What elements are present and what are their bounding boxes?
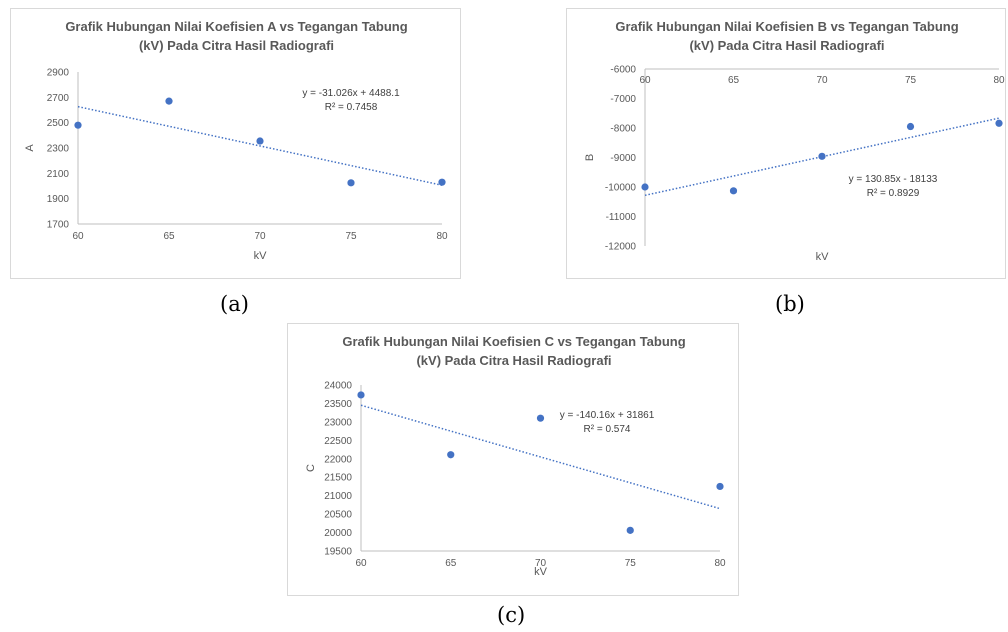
y-tick-label: 20000 bbox=[324, 528, 352, 539]
trendline-equation: y = 130.85x - 18133 bbox=[849, 174, 938, 185]
y-tick-label: -12000 bbox=[605, 242, 637, 253]
chart-title-line: (kV) Pada Citra Hasil Radiografi bbox=[139, 38, 334, 53]
x-axis-label: kV bbox=[816, 251, 830, 263]
data-point bbox=[906, 122, 915, 131]
chart-c-svg: Grafik Hubungan Nilai Koefisien C vs Teg… bbox=[305, 334, 726, 578]
y-axis-label: A bbox=[24, 144, 36, 152]
data-point bbox=[626, 526, 634, 534]
x-axis-label: kV bbox=[254, 250, 268, 262]
data-point bbox=[165, 97, 173, 105]
x-tick-label: 75 bbox=[625, 558, 637, 569]
data-point bbox=[256, 137, 264, 145]
chart-title-line: (kV) Pada Citra Hasil Radiografi bbox=[689, 38, 884, 53]
chart-title-line: Grafik Hubungan Nilai Koefisien B vs Teg… bbox=[615, 19, 958, 34]
chart-a-svg: Grafik Hubungan Nilai Koefisien A vs Teg… bbox=[24, 19, 448, 262]
chart-panel-c: Grafik Hubungan Nilai Koefisien C vs Teg… bbox=[287, 323, 739, 596]
trendline-equation: y = -140.16x + 31861 bbox=[560, 410, 655, 421]
x-tick-label: 65 bbox=[445, 558, 457, 569]
chart-title-line: (kV) Pada Citra Hasil Radiografi bbox=[416, 353, 611, 368]
y-tick-label: -9000 bbox=[610, 153, 636, 164]
y-tick-label: -7000 bbox=[610, 94, 636, 105]
x-tick-label: 75 bbox=[345, 231, 357, 242]
y-tick-label: 2100 bbox=[47, 169, 70, 180]
x-tick-label: 65 bbox=[728, 75, 740, 86]
chart-title-line: Grafik Hubungan Nilai Koefisien A vs Teg… bbox=[65, 19, 407, 34]
x-tick-label: 80 bbox=[993, 75, 1005, 86]
data-point bbox=[729, 187, 738, 195]
y-tick-label: 21500 bbox=[324, 473, 352, 484]
data-point bbox=[716, 482, 724, 491]
y-tick-label: 19500 bbox=[324, 547, 352, 558]
x-tick-label: 60 bbox=[72, 231, 84, 242]
x-axis-label: kV bbox=[534, 566, 548, 578]
y-tick-label: -10000 bbox=[605, 183, 637, 194]
trendline-equation: R² = 0.574 bbox=[584, 424, 631, 435]
y-tick-label: 22500 bbox=[324, 436, 352, 447]
y-tick-label: 23000 bbox=[324, 417, 352, 428]
y-tick-label: 2300 bbox=[47, 144, 70, 155]
y-tick-label: 2500 bbox=[47, 118, 70, 129]
y-tick-label: 20500 bbox=[324, 510, 352, 521]
x-tick-label: 60 bbox=[355, 558, 367, 569]
y-tick-label: 24000 bbox=[324, 381, 352, 392]
data-point bbox=[357, 391, 365, 399]
data-point bbox=[995, 119, 1003, 127]
x-tick-label: 80 bbox=[436, 231, 448, 242]
data-point bbox=[536, 414, 545, 422]
caption-a: (a) bbox=[220, 292, 249, 316]
trendline-equation: y = -31.026x + 4488.1 bbox=[302, 88, 400, 99]
trendline-equation: R² = 0.8929 bbox=[867, 188, 920, 199]
chart-b-svg: Grafik Hubungan Nilai Koefisien B vs Teg… bbox=[584, 19, 1005, 263]
x-tick-label: 65 bbox=[163, 231, 175, 242]
data-point bbox=[818, 152, 826, 160]
caption-b: (b) bbox=[775, 292, 805, 316]
data-point bbox=[347, 179, 355, 187]
y-tick-label: 21000 bbox=[324, 491, 352, 502]
trendline bbox=[644, 117, 1000, 197]
data-point bbox=[74, 121, 82, 129]
data-point bbox=[438, 178, 446, 186]
x-tick-label: 80 bbox=[714, 558, 726, 569]
y-tick-label: 2900 bbox=[47, 68, 70, 79]
trendline bbox=[360, 404, 721, 510]
y-axis-label: C bbox=[305, 464, 317, 472]
y-tick-label: -11000 bbox=[606, 212, 637, 223]
y-tick-label: -6000 bbox=[610, 65, 636, 76]
data-point bbox=[641, 183, 649, 191]
x-tick-label: 70 bbox=[254, 231, 266, 242]
y-tick-label: 23500 bbox=[324, 399, 352, 410]
y-tick-label: 22000 bbox=[324, 454, 352, 465]
y-tick-label: 1700 bbox=[47, 220, 70, 231]
trendline bbox=[77, 105, 443, 186]
x-tick-label: 75 bbox=[905, 75, 917, 86]
x-tick-label: 70 bbox=[816, 75, 828, 86]
caption-c: (c) bbox=[497, 603, 526, 627]
y-tick-label: 2700 bbox=[47, 93, 70, 104]
data-point bbox=[447, 451, 455, 459]
chart-panel-b: Grafik Hubungan Nilai Koefisien B vs Teg… bbox=[566, 8, 1006, 279]
y-tick-label: 1900 bbox=[47, 194, 70, 205]
trendline-equation: R² = 0.7458 bbox=[325, 102, 378, 113]
x-tick-label: 70 bbox=[535, 558, 547, 569]
y-axis-label: B bbox=[584, 154, 596, 161]
x-tick-label: 60 bbox=[639, 75, 651, 86]
chart-title-line: Grafik Hubungan Nilai Koefisien C vs Teg… bbox=[342, 334, 685, 349]
y-tick-label: -8000 bbox=[610, 124, 636, 135]
chart-panel-a: Grafik Hubungan Nilai Koefisien A vs Teg… bbox=[10, 8, 461, 279]
